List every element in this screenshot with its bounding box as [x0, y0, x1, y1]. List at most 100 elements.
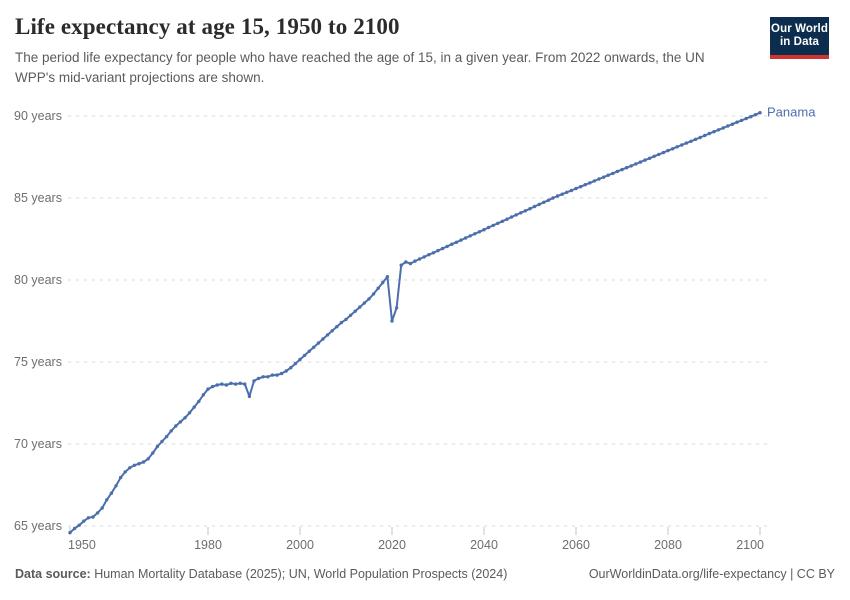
chart-canvas[interactable]: 65 years 70 years 75 years 80 years 85 years…: [0, 0, 850, 562]
data-point-1968: [151, 451, 155, 455]
data-point-2089: [707, 131, 712, 136]
data-point-2014: [362, 301, 367, 305]
x-axis-label-1980: 1980: [194, 538, 222, 552]
data-point-1998: [289, 366, 293, 370]
x-axis-label-1950: 1950: [68, 538, 96, 552]
data-point-2007: [330, 329, 334, 333]
data-point-2010: [344, 317, 348, 322]
data-point-2041: [486, 225, 491, 230]
data-point-2079: [661, 150, 666, 155]
data-point-2048: [519, 211, 523, 215]
data-point-1960: [114, 484, 118, 488]
data-point-2077: [652, 154, 656, 158]
data-point-2062: [583, 183, 587, 187]
data-point-2069: [615, 169, 620, 174]
data-point-1989: [247, 394, 252, 399]
data-point-2047: [514, 213, 518, 217]
data-point-2056: [555, 194, 560, 198]
data-point-2017: [376, 286, 380, 290]
data-point-2053: [542, 200, 546, 204]
data-point-2073: [634, 162, 638, 166]
data-point-2076: [647, 156, 652, 160]
data-point-2044: [500, 219, 505, 223]
data-point-2013: [358, 305, 362, 309]
data-point-1985: [229, 381, 233, 385]
data-point-2068: [611, 171, 615, 176]
owid-logo-line2: in Data: [779, 36, 820, 48]
data-point-2043: [496, 221, 500, 225]
data-point-1952: [77, 523, 81, 527]
data-point-2035: [459, 238, 463, 242]
data-point-2058: [565, 190, 569, 194]
data-point-2019: [385, 275, 390, 279]
data-point-2003: [312, 345, 316, 349]
data-point-2029: [431, 251, 436, 255]
data-point-2090: [712, 130, 716, 134]
data-point-2097: [744, 116, 748, 121]
data-point-2036: [463, 236, 468, 240]
x-axis-label-2040: 2040: [470, 538, 498, 552]
data-point-1969: [155, 444, 160, 449]
data-point-2018: [381, 280, 385, 285]
data-point-2054: [546, 198, 551, 202]
data-point-2060: [574, 186, 578, 191]
data-point-1988: [243, 382, 247, 386]
data-point-1950: [68, 530, 72, 535]
data-point-2034: [454, 240, 459, 244]
data-point-1993: [266, 375, 270, 379]
data-point-1970: [160, 439, 164, 444]
data-point-1986: [233, 382, 238, 386]
data-point-1955: [91, 515, 95, 519]
x-axis-label-2100: 2100: [736, 538, 764, 552]
data-point-2038: [473, 232, 477, 236]
y-axis-label-75: 75 years: [14, 355, 62, 369]
data-point-2063: [588, 181, 592, 185]
data-point-1966: [141, 460, 146, 464]
data-point-2008: [335, 325, 339, 329]
data-point-1984: [224, 383, 229, 387]
data-point-2094: [730, 122, 735, 126]
data-point-1977: [192, 405, 196, 409]
data-point-2083: [680, 143, 684, 147]
data-point-2081: [670, 147, 675, 151]
data-point-2085: [689, 139, 693, 143]
data-point-2084: [684, 141, 689, 145]
data-point-2040: [482, 228, 486, 232]
x-axis-label-2080: 2080: [654, 538, 682, 552]
data-point-2004: [316, 341, 321, 345]
owid-logo[interactable]: Our World in Data: [770, 17, 829, 59]
chart-footer: Data source: Human Mortality Database (2…: [15, 567, 835, 581]
data-point-1956: [95, 511, 100, 515]
page-title: Life expectancy at age 15, 1950 to 2100: [15, 14, 400, 39]
data-point-2052: [537, 202, 541, 207]
data-point-1963: [128, 466, 132, 470]
data-point-2098: [749, 115, 753, 119]
data-point-1981: [210, 384, 215, 389]
series-label-panama[interactable]: Panama: [767, 105, 816, 120]
data-point-2051: [532, 204, 537, 209]
data-source: Data source: Human Mortality Database (2…: [15, 567, 507, 581]
data-point-2057: [560, 192, 564, 196]
series-line-panama[interactable]: [69, 111, 761, 534]
data-point-1999: [293, 361, 298, 366]
data-point-2095: [735, 120, 739, 124]
data-point-2055: [551, 196, 555, 200]
footer-link[interactable]: OurWorldinData.org/life-expectancy | CC …: [588, 567, 835, 581]
page-subtitle: The period life expectancy for people wh…: [15, 50, 705, 85]
data-point-1974: [178, 420, 183, 424]
x-axis-label-2060: 2060: [562, 538, 590, 552]
data-point-1972: [169, 429, 173, 433]
data-point-1995: [275, 373, 279, 377]
data-point-1953: [82, 519, 86, 523]
data-point-2088: [703, 133, 707, 138]
data-point-2000: [298, 357, 302, 362]
data-point-1964: [132, 463, 137, 467]
data-point-2015: [367, 297, 371, 301]
data-point-2009: [339, 320, 344, 325]
data-point-2059: [569, 188, 574, 193]
data-point-1976: [187, 411, 192, 415]
data-point-2096: [739, 118, 744, 123]
data-point-2006: [325, 333, 330, 337]
data-point-1973: [174, 424, 178, 428]
